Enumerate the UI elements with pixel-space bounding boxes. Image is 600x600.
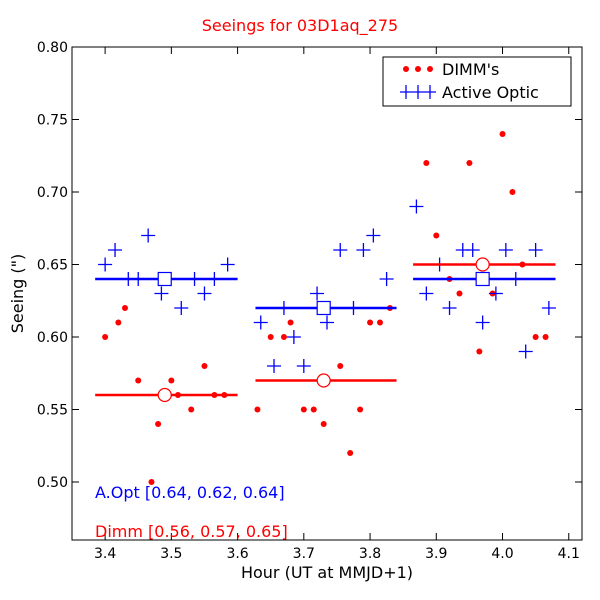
- dimm-point: [267, 334, 274, 340]
- chart-title: Seeings for 03D1aq_275: [202, 16, 398, 36]
- legend-dimm-marker: [415, 66, 421, 72]
- dimm-point: [201, 363, 208, 369]
- active-optic-point: [475, 315, 490, 330]
- x-tick-label: 3.8: [359, 546, 381, 562]
- dimm-point: [532, 334, 539, 340]
- active-optic-point: [518, 344, 533, 359]
- y-tick-label: 0.50: [37, 475, 68, 491]
- active-optic-point: [141, 228, 156, 243]
- dimm-summary: Dimm [0.56, 0.57, 0.65]: [95, 522, 288, 541]
- x-tick-label: 4.0: [491, 546, 513, 562]
- active-optic-point: [267, 359, 282, 373]
- dimm-point: [433, 232, 440, 239]
- dimm-point: [320, 421, 327, 427]
- x-tick-label: 3.5: [160, 546, 182, 562]
- dimm-point: [188, 406, 195, 413]
- y-tick-label: 0.75: [37, 113, 68, 129]
- x-tick-label: 3.9: [425, 546, 447, 562]
- active-optic-point: [379, 272, 394, 286]
- y-tick-label: 0.80: [37, 40, 68, 56]
- dimm-point: [347, 450, 354, 456]
- active-optic-point: [174, 301, 189, 315]
- legend-dimm-label: DIMM's: [442, 60, 499, 79]
- x-tick-label: 3.6: [226, 546, 248, 562]
- active-optic-point: [465, 243, 480, 257]
- active-optic-point: [310, 286, 325, 301]
- active-optic-point: [296, 359, 311, 373]
- dimm-point: [509, 189, 516, 195]
- active-optic-mean-marker: [475, 271, 490, 287]
- dimm-point: [456, 290, 463, 297]
- x-tick-label: 3.4: [94, 546, 116, 562]
- active-optic-point: [286, 330, 301, 344]
- dimm-point: [155, 421, 162, 427]
- dimm-point: [300, 406, 307, 413]
- dimm-point: [367, 319, 374, 326]
- active-optic-point: [366, 228, 381, 243]
- dimm-point: [254, 406, 261, 413]
- dimm-point: [310, 406, 317, 413]
- dimm-mean-marker: [475, 257, 490, 272]
- x-axis-label: Hour (UT at MMJD+1): [241, 563, 413, 582]
- active-optic-point: [320, 315, 334, 330]
- y-tick-label: 0.60: [37, 330, 68, 346]
- dimm-point: [287, 319, 294, 326]
- y-tick-label: 0.65: [37, 258, 68, 274]
- active-optic-point: [541, 301, 556, 315]
- plot-frame: [71, 46, 583, 541]
- active-optic-point: [498, 243, 513, 257]
- active-optic-point: [220, 257, 235, 272]
- active-optic-mean-marker: [316, 300, 331, 316]
- active-optic-point: [356, 243, 371, 257]
- active-optic-point: [528, 243, 543, 257]
- x-tick-label: 3.7: [293, 546, 315, 562]
- dimm-point: [102, 334, 109, 340]
- legend-dimm-marker: [427, 66, 433, 72]
- y-tick-label: 0.70: [37, 185, 68, 201]
- dimm-point: [357, 406, 364, 413]
- dimm-point: [121, 305, 128, 311]
- dimm-mean-marker: [157, 387, 172, 403]
- dimm-point: [376, 319, 383, 326]
- dimm-point: [280, 334, 287, 340]
- dimm-point: [499, 131, 506, 137]
- legend-dimm-marker: [403, 66, 409, 72]
- active-optic-mean-marker: [157, 271, 172, 287]
- active-optic-point: [488, 286, 503, 301]
- dimm-point: [337, 363, 344, 369]
- active-optic-point: [333, 243, 348, 257]
- dimm-point: [148, 479, 155, 485]
- active-optic-point: [419, 286, 434, 301]
- dimm-point: [476, 348, 483, 355]
- active-optic-point: [253, 315, 268, 330]
- dimm-point: [135, 377, 142, 384]
- active-optic-point: [154, 286, 169, 301]
- active-optic-point: [409, 199, 424, 214]
- dimm-point: [115, 319, 122, 326]
- legend-active-optic-label: Active Optic: [442, 83, 539, 102]
- x-tick-label: 4.1: [558, 546, 580, 562]
- dimm-point: [423, 160, 430, 166]
- active-optic-point: [442, 301, 457, 315]
- active-optic-point: [98, 257, 113, 272]
- active-optic-point: [108, 243, 123, 257]
- dimm-point: [466, 160, 473, 166]
- dimm-point: [542, 334, 549, 340]
- dimm-point: [168, 377, 175, 384]
- legend-box: [382, 56, 572, 107]
- active-optic-point: [197, 286, 212, 301]
- y-tick-label: 0.55: [37, 403, 68, 419]
- y-axis-label: Seeing ("): [8, 254, 27, 334]
- active-optic-summary: A.Opt [0.64, 0.62, 0.64]: [95, 483, 285, 502]
- dimm-mean-marker: [316, 373, 331, 388]
